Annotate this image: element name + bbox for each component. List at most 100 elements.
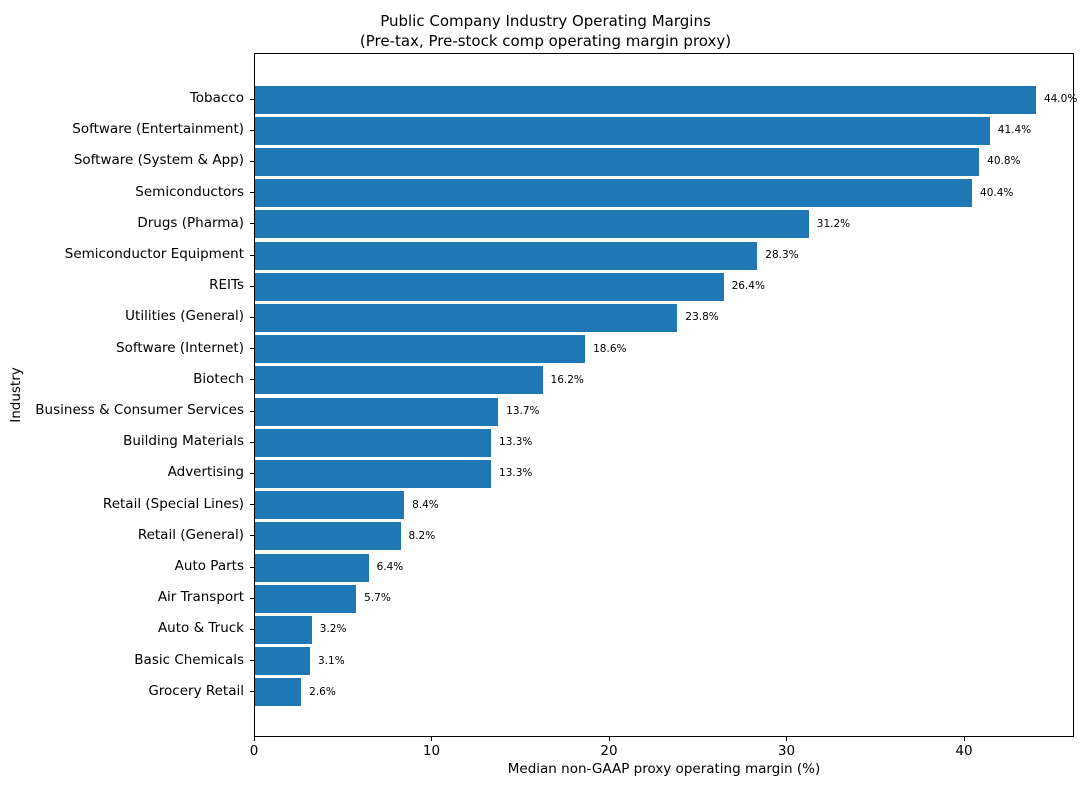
bar [255,179,973,208]
bar-row: 40.4% [255,178,1073,209]
y-category-label: Retail (Special Lines) [102,495,244,512]
y-category-label: Building Materials [123,433,244,450]
bar-value-label: 40.8% [987,155,1021,168]
bar-row: 6.4% [255,552,1073,583]
y-tick-mark [250,348,254,350]
y-tick-mark [250,410,254,412]
y-category-label: Retail (General) [137,526,244,543]
y-category-label: Semiconductors [135,183,244,200]
y-category-label: Advertising [167,464,244,481]
y-category-label: Software (System & App) [73,152,244,169]
bar-row: 8.2% [255,521,1073,552]
bar-value-label: 16.2% [550,373,584,386]
bar [255,272,724,301]
y-tick-mark [250,660,254,662]
bar [255,459,492,488]
bar [255,584,357,613]
bar-row: 23.8% [255,302,1073,333]
chart-title: Public Company Industry Operating Margin… [380,12,711,30]
bar [255,241,758,270]
bar-value-label: 26.4% [731,280,765,293]
bar-row: 26.4% [255,271,1073,302]
y-category-label: Auto Parts [174,558,244,574]
x-tick-mark [608,737,610,741]
bar [255,303,678,332]
x-tick-mark [963,737,965,741]
y-category-label: Tobacco [189,90,244,106]
y-tick-mark [250,379,254,381]
y-category-label: REITs [209,277,244,294]
y-category-label: Basic Chemicals [134,651,244,668]
y-category-label: Air Transport [157,589,244,606]
bar-value-label: 5.7% [364,592,391,605]
y-tick-mark [250,504,254,506]
bar-row: 16.2% [255,365,1073,396]
bar [255,428,492,457]
y-tick-mark [250,129,254,131]
bar-row: 13.7% [255,396,1073,427]
x-tick-label: 10 [422,743,441,759]
bar-value-label: 2.6% [309,685,336,698]
bar [255,147,980,176]
y-tick-mark [250,597,254,599]
y-category-label: Drugs (Pharma) [137,214,244,231]
bar [255,647,311,676]
bar-row: 31.2% [255,209,1073,240]
y-tick-mark [250,535,254,537]
bar-value-label: 18.6% [593,342,627,355]
bar [255,678,302,707]
bar-row: 44.0% [255,84,1077,115]
bar-row: 41.4% [255,115,1073,146]
bar-row: 13.3% [255,427,1073,458]
bar-value-label: 31.2% [816,217,851,230]
y-tick-mark [250,317,254,318]
y-category-label: Utilities (General) [125,308,244,325]
bar-value-label: 13.3% [499,467,533,480]
x-axis-label: Median non-GAAP proxy operating margin (… [507,761,821,777]
bar [255,397,499,426]
bar-row: 3.2% [255,614,1073,645]
y-tick-mark [250,98,254,100]
chart-subtitle: (Pre-tax, Pre-stock comp operating margi… [359,32,732,50]
x-tick-label: 20 [600,743,618,759]
y-category-label: Semiconductor Equipment [64,246,244,262]
y-tick-mark [250,161,254,162]
y-tick-mark [250,285,254,287]
y-tick-mark [250,192,254,194]
bar-value-label: 41.4% [997,124,1032,137]
x-tick-mark [254,737,255,741]
bar-row: 28.3% [255,240,1073,271]
bar-row: 3.1% [255,646,1073,677]
bar-value-label: 13.7% [506,405,540,417]
bar-value-label: 28.3% [765,249,799,261]
bar [255,335,586,364]
bar-value-label: 3.1% [318,654,345,667]
x-tick-label: 0 [249,743,259,759]
bar-value-label: 44.0% [1043,93,1078,105]
bar-value-label: 3.2% [319,623,347,636]
bar [255,615,312,644]
bar-row: 5.7% [255,583,1073,614]
bar-row: 40.8% [255,146,1073,177]
y-tick-mark [250,223,254,225]
y-tick-mark [250,691,254,693]
x-tick-label: 40 [955,743,973,759]
bar-row: 18.6% [255,334,1073,365]
bar-value-label: 8.2% [408,529,436,542]
y-category-label: Software (Internet) [116,339,244,356]
y-tick-mark [250,566,254,568]
y-axis-labels: Tobacco Software (Entertainment) Software … [0,53,244,737]
bar [255,366,543,395]
bar-value-label: 6.4% [376,561,404,573]
bar-value-label: 40.4% [980,186,1014,199]
bar-row: 13.3% [255,458,1073,489]
bar [255,491,405,520]
chart-title-block: Public Company Industry Operating Margin… [0,11,1091,51]
bar-row: 8.4% [255,490,1073,521]
bar [255,210,809,239]
bar [255,522,401,551]
plot-area: 44.0% 41.4% 40.8% 40.4% 31.2% 28.3% 26.4% 23.8%… [254,53,1077,737]
y-tick-mark [250,473,254,474]
y-category-label: Grocery Retail [148,682,244,699]
